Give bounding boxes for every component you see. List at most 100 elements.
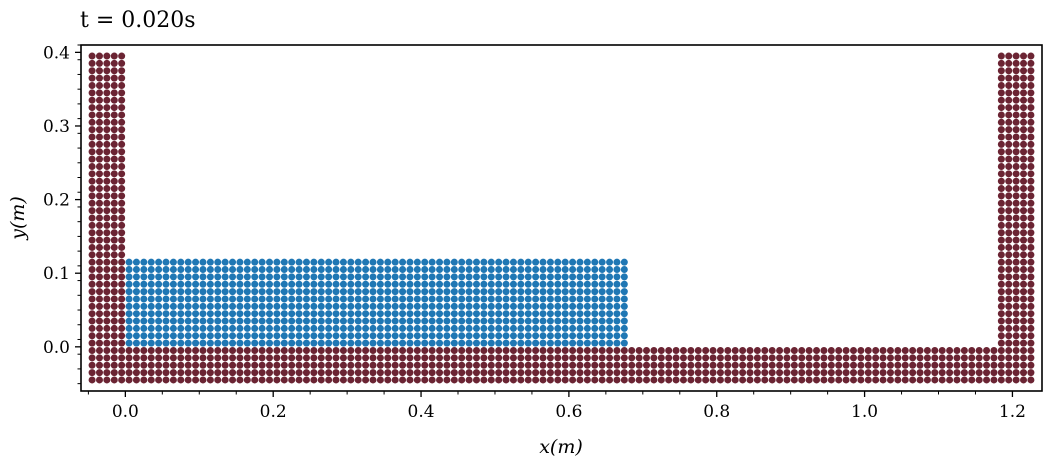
boundary-particle [95, 192, 103, 200]
boundary-particle [968, 369, 976, 377]
fluid-particle [184, 258, 192, 266]
fluid-particle [458, 266, 466, 274]
fluid-particle [251, 324, 259, 332]
fluid-particle [339, 324, 347, 332]
boundary-particle [1020, 280, 1028, 288]
fluid-particle [620, 280, 628, 288]
boundary-particle [384, 369, 392, 377]
fluid-particle [391, 339, 399, 347]
fluid-particle [132, 302, 140, 310]
boundary-particle [1012, 310, 1020, 318]
boundary-particle [1027, 266, 1035, 274]
fluid-particle [576, 266, 584, 274]
fluid-particle [598, 339, 606, 347]
boundary-particle [132, 376, 140, 384]
fluid-particle [421, 295, 429, 303]
boundary-particle [850, 354, 857, 362]
fluid-particle [221, 324, 229, 332]
boundary-particle [110, 170, 118, 178]
boundary-particle [347, 369, 355, 377]
fluid-particle [532, 280, 540, 288]
boundary-particle [1027, 74, 1035, 82]
fluid-particle [280, 310, 288, 318]
fluid-particle [221, 302, 229, 310]
boundary-particle [731, 347, 739, 355]
fluid-particle [199, 310, 207, 318]
fluid-particle [391, 332, 399, 340]
fluid-particle [569, 295, 577, 303]
fluid-particle [155, 266, 163, 274]
fluid-particle [258, 317, 266, 325]
fluid-particle [480, 258, 488, 266]
boundary-particle [88, 258, 96, 266]
boundary-particle [384, 376, 392, 384]
boundary-particle [576, 376, 584, 384]
boundary-particle [938, 376, 946, 384]
boundary-particle [1012, 162, 1020, 170]
boundary-particle [613, 361, 621, 369]
fluid-particle [487, 288, 495, 296]
fluid-particle [325, 288, 333, 296]
boundary-particle [1027, 111, 1035, 119]
fluid-particle [576, 280, 584, 288]
boundary-particle [1012, 207, 1020, 215]
boundary-particle [842, 369, 850, 377]
fluid-particle [288, 258, 296, 266]
boundary-particle [88, 104, 96, 112]
boundary-particle [923, 361, 931, 369]
fluid-particle [443, 273, 451, 281]
fluid-particle [206, 324, 214, 332]
boundary-particle [842, 361, 850, 369]
boundary-particle [679, 354, 687, 362]
boundary-particle [1020, 221, 1028, 229]
boundary-particle [229, 376, 237, 384]
boundary-particle [1005, 310, 1013, 318]
boundary-particle [657, 347, 665, 355]
boundary-particle [118, 96, 126, 104]
fluid-particle [532, 339, 540, 347]
boundary-particle [872, 354, 880, 362]
boundary-particle [1027, 317, 1035, 325]
boundary-particle [1020, 288, 1028, 296]
fluid-particle [302, 266, 310, 274]
boundary-particle [495, 361, 503, 369]
fluid-particle [125, 258, 133, 266]
boundary-particle [1012, 295, 1020, 303]
boundary-particle [997, 295, 1005, 303]
fluid-particle [266, 273, 273, 281]
fluid-particle [317, 324, 325, 332]
boundary-particle [872, 361, 880, 369]
fluid-particle [332, 258, 340, 266]
boundary-particle [923, 347, 931, 355]
fluid-particle [480, 302, 488, 310]
boundary-particle [88, 376, 96, 384]
boundary-particle [783, 354, 791, 362]
boundary-particle [997, 229, 1005, 237]
boundary-particle [406, 347, 414, 355]
boundary-particle [628, 354, 636, 362]
fluid-particle [147, 324, 155, 332]
boundary-particle [842, 347, 850, 355]
fluid-particle [169, 339, 177, 347]
fluid-particle [258, 310, 266, 318]
boundary-particle [118, 354, 126, 362]
boundary-particle [739, 354, 747, 362]
fluid-particle [192, 266, 200, 274]
boundary-particle [155, 354, 163, 362]
boundary-particle [110, 126, 118, 134]
boundary-particle [835, 369, 843, 377]
boundary-particle [229, 347, 237, 355]
boundary-particle [997, 140, 1005, 148]
boundary-particle [487, 376, 495, 384]
boundary-particle [923, 376, 931, 384]
boundary-particle [177, 347, 185, 355]
boundary-particle [450, 347, 458, 355]
boundary-particle [480, 347, 488, 355]
boundary-particle [997, 288, 1005, 296]
boundary-particle [118, 288, 126, 296]
fluid-particle [199, 302, 207, 310]
boundary-particle [103, 214, 111, 222]
fluid-particle [317, 339, 325, 347]
fluid-particle [539, 324, 547, 332]
fluid-particle [236, 310, 244, 318]
